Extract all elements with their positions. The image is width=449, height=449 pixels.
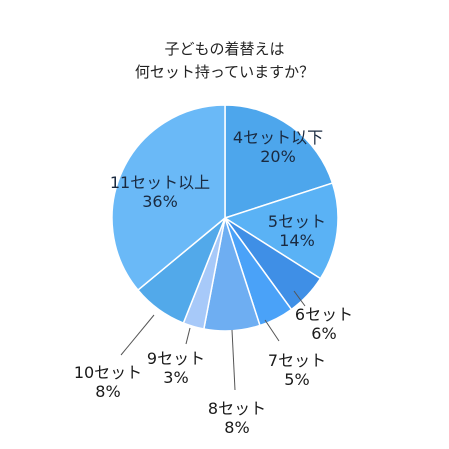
slice-percent-8: 36%	[142, 192, 178, 211]
pie-slice-1	[224, 104, 334, 220]
slice-percent-1: 20%	[260, 147, 296, 166]
slice-label-3: 6セット 6%	[295, 305, 353, 343]
leader-line-7	[120, 314, 155, 356]
chart-title-line-2: 何セット持っていますか？	[134, 63, 315, 81]
slice-labels: 4セット以下 20%5セット 14%6セット 6%7セット 5%8セット 8%9セット 3%…	[74, 128, 353, 437]
leader-line-4	[264, 319, 280, 342]
pie-slice-8	[111, 104, 226, 292]
slice-label-6: 9セット 3%	[147, 349, 205, 387]
leader-line-5	[231, 329, 236, 391]
slice-label-4: 7セット 5%	[268, 351, 326, 389]
leader-line-6	[185, 327, 191, 345]
slice-percent-7: 8%	[95, 382, 120, 401]
slice-percent-4: 5%	[284, 370, 309, 389]
slice-category-2: 5セット	[268, 212, 326, 231]
slice-category-4: 7セット	[268, 351, 326, 370]
slice-category-7: 10セット	[74, 363, 142, 382]
slice-label-8: 11セット以上 36%	[110, 173, 210, 211]
slice-label-1: 4セット以下 20%	[233, 128, 323, 166]
slice-percent-3: 6%	[311, 324, 336, 343]
slice-percent-5: 8%	[224, 418, 249, 437]
slice-category-3: 6セット	[295, 305, 353, 324]
slice-label-2: 5セット 14%	[268, 212, 326, 250]
slice-category-5: 8セット	[208, 399, 266, 418]
chart-title-line-1: 子どもの着替えは	[164, 40, 285, 58]
slice-category-6: 9セット	[147, 349, 205, 368]
slice-category-1: 4セット以下	[233, 128, 323, 147]
leader-line-3	[293, 290, 306, 307]
slice-label-7: 10セット 8%	[74, 363, 142, 401]
slice-percent-6: 3%	[163, 368, 188, 387]
slice-category-8: 11セット以上	[110, 173, 210, 192]
pie-slices	[111, 104, 339, 332]
leader-lines	[120, 290, 306, 391]
slice-percent-2: 14%	[279, 231, 315, 250]
pie-slice-2	[223, 182, 339, 280]
slice-label-5: 8セット 8%	[208, 399, 266, 437]
chart-title: 子どもの着替えは 何セット持っていますか？	[0, 38, 449, 84]
